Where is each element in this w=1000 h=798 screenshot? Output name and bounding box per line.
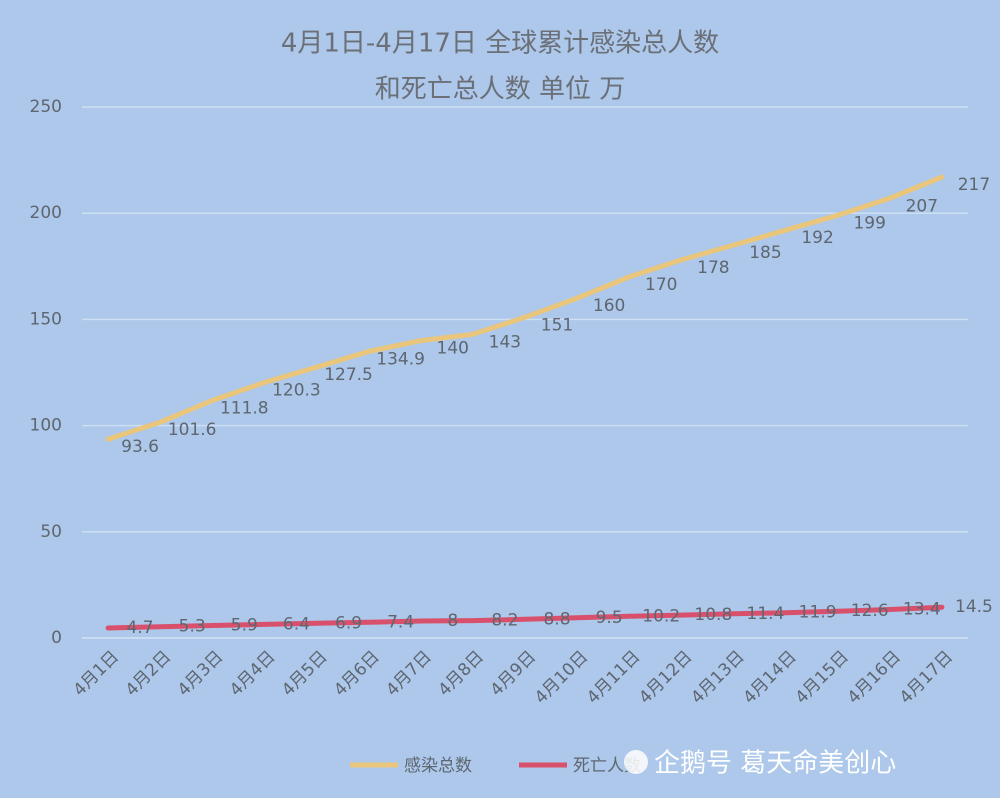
- data-label: 111.8: [220, 399, 269, 419]
- data-label: 8.2: [491, 611, 518, 631]
- line: [105, 604, 945, 631]
- legend-label: 死亡人数: [573, 756, 641, 776]
- data-label: 101.6: [168, 420, 217, 440]
- data-label: 12.6: [851, 601, 889, 621]
- y-tick-label: 200: [30, 203, 62, 223]
- data-label: 5.9: [231, 615, 258, 635]
- y-tick-label: 100: [30, 416, 62, 436]
- data-label: 7.4: [387, 612, 414, 632]
- data-label: 207: [906, 196, 938, 216]
- data-label: 217: [958, 175, 990, 195]
- data-label: 9.5: [596, 608, 623, 628]
- data-label: 10.2: [642, 606, 680, 626]
- data-label: 160: [593, 296, 625, 316]
- data-label: 199: [853, 213, 885, 233]
- y-tick-label: 0: [51, 628, 62, 648]
- data-label: 134.9: [376, 349, 425, 369]
- data-label: 192: [801, 228, 833, 248]
- data-label: 5.3: [179, 617, 206, 637]
- data-label: 120.3: [272, 380, 321, 400]
- data-label: 8: [447, 611, 458, 631]
- data-label: 140: [437, 339, 469, 359]
- chart-title: 和死亡总人数 单位 万: [375, 75, 626, 105]
- watermark-text: 企鹅号 葛天命美创心: [654, 749, 896, 779]
- data-label: 14.5: [955, 597, 993, 617]
- line: [105, 174, 945, 442]
- data-label: 10.8: [694, 605, 732, 625]
- data-label: 93.6: [121, 437, 159, 457]
- data-label: 151: [541, 315, 573, 335]
- legend-label: 感染总数: [404, 756, 472, 776]
- data-label: 185: [749, 243, 781, 263]
- y-tick-label: 150: [30, 309, 62, 329]
- data-label: 127.5: [324, 365, 373, 385]
- data-label: 170: [645, 275, 677, 295]
- watermark-icon: [624, 750, 648, 774]
- data-label: 11.9: [799, 603, 837, 623]
- data-label: 11.4: [747, 604, 785, 624]
- data-label: 6.9: [335, 613, 362, 633]
- data-label: 13.4: [903, 600, 941, 620]
- data-label: 178: [697, 258, 729, 278]
- data-label: 6.4: [283, 614, 310, 634]
- chart-title: 4月1日-4月17日 全球累计感染总人数: [281, 29, 719, 59]
- watermark: 企鹅号 葛天命美创心: [624, 749, 896, 779]
- y-tick-label: 250: [30, 97, 62, 117]
- data-label: 4.7: [127, 618, 154, 638]
- data-label: 8.8: [543, 609, 570, 629]
- data-label: 143: [489, 332, 521, 352]
- y-tick-label: 50: [40, 522, 62, 542]
